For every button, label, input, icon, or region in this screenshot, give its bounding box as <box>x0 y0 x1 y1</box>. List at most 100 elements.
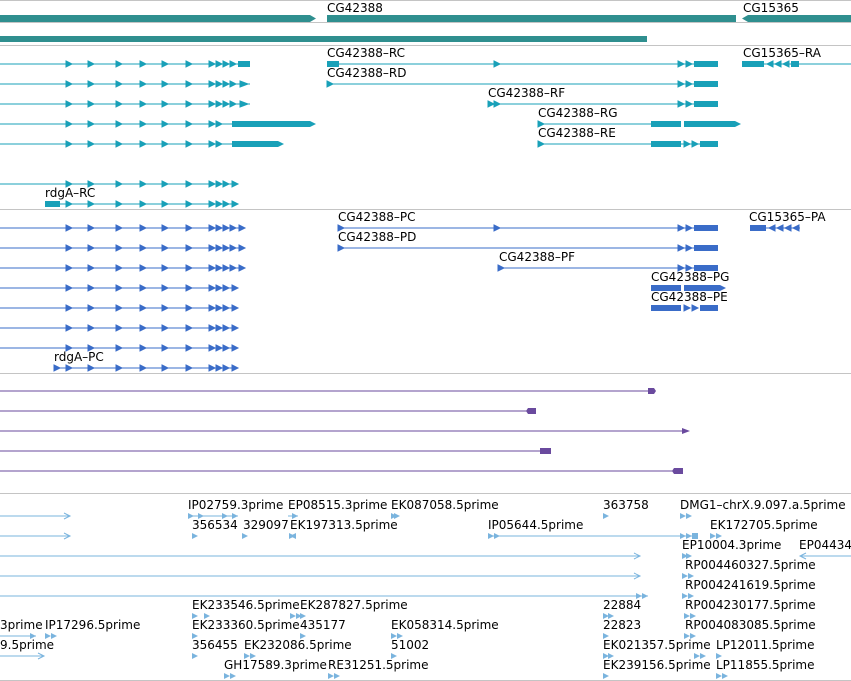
protein-feature[interactable] <box>0 244 247 252</box>
gene-label-cg15365[interactable]: CG15365 <box>743 1 799 15</box>
est-label[interactable]: DMG1–chrX.9.097.a.5prime <box>680 498 846 512</box>
est-feature[interactable] <box>682 553 692 559</box>
alignment-feature[interactable] <box>0 468 683 474</box>
est-feature[interactable] <box>710 533 722 539</box>
est-label[interactable]: RE31251.5prime <box>328 658 429 672</box>
est-feature[interactable] <box>603 513 609 519</box>
protein-feature-cg42388-pf[interactable] <box>497 264 718 272</box>
mrna-label-cg42388-rg[interactable]: CG42388–RG <box>538 106 618 120</box>
est-label[interactable]: IP17296.5prime <box>45 618 141 632</box>
est-label[interactable]: 9.5prime <box>0 638 55 652</box>
protein-label-cg42388-pd[interactable]: CG42388–PD <box>338 230 417 244</box>
protein-label-cg15365-pa[interactable]: CG15365–PA <box>749 210 826 224</box>
mrna-label-cg42388-rc[interactable]: CG42388–RC <box>327 46 405 60</box>
protein-label-cg42388-pf[interactable]: CG42388–PF <box>499 250 575 264</box>
est-feature[interactable] <box>391 513 400 519</box>
est-label[interactable]: GH17589.3prime <box>224 658 327 672</box>
gene-feature[interactable] <box>0 36 647 42</box>
protein-label-cg42388-pe[interactable]: CG42388–PE <box>651 290 728 304</box>
protein-feature-cg42388-pe[interactable] <box>651 304 718 312</box>
est-label[interactable]: 22823 <box>603 618 642 632</box>
est-label[interactable]: 356455 <box>192 638 238 652</box>
mrna-label-rdga-rc[interactable]: rdgA–RC <box>45 186 96 200</box>
protein-label-cg42388-pc[interactable]: CG42388–PC <box>338 210 416 224</box>
est-label[interactable]: EK172705.5prime <box>710 518 818 532</box>
est-feature[interactable] <box>0 633 36 639</box>
est-label[interactable]: EK287827.5prime <box>300 598 408 612</box>
est-feature[interactable] <box>288 513 298 519</box>
alignment-feature[interactable] <box>0 408 536 414</box>
est-label[interactable]: EP10004.3prime <box>682 538 782 552</box>
mrna-feature-cg42388-rc[interactable] <box>327 60 718 68</box>
est-label[interactable]: LP11855.5prime <box>716 658 815 672</box>
mrna-feature-cg42388-rf[interactable] <box>487 100 718 108</box>
est-label[interactable]: 3prime <box>0 618 43 632</box>
protein-feature-cg42388-pd[interactable] <box>337 244 718 252</box>
est-label[interactable]: RP004083085.5prime <box>685 618 816 632</box>
est-label[interactable]: 22884 <box>603 598 642 612</box>
protein-feature[interactable] <box>0 284 240 292</box>
mrna-feature[interactable] <box>0 120 316 128</box>
alignment-feature[interactable] <box>0 388 656 394</box>
est-label[interactable]: IP02759.3prime <box>188 498 284 512</box>
mrna-feature[interactable] <box>0 180 240 188</box>
est-label[interactable]: EK087058.5prime <box>391 498 499 512</box>
protein-feature[interactable] <box>0 224 247 232</box>
mrna-label-cg15365-ra[interactable]: CG15365–RA <box>743 46 821 60</box>
est-feature[interactable] <box>192 653 722 659</box>
mrna-feature[interactable] <box>0 80 250 88</box>
est-feature[interactable] <box>45 633 696 639</box>
protein-label-rdga-pc[interactable]: rdgA–PC <box>54 350 104 364</box>
est-label[interactable]: LP12011.5prime <box>716 638 815 652</box>
mrna-label-cg42388-rf[interactable]: CG42388–RF <box>488 86 566 100</box>
est-feature[interactable] <box>0 512 72 520</box>
protein-feature[interactable] <box>0 264 247 272</box>
est-feature[interactable] <box>798 552 851 560</box>
est-feature[interactable] <box>0 652 46 660</box>
est-feature[interactable] <box>0 552 642 560</box>
protein-label-cg42388-pg[interactable]: CG42388–PG <box>651 270 730 284</box>
est-label[interactable]: EK021357.5prime <box>603 638 711 652</box>
est-label[interactable]: EK232086.5prime <box>244 638 352 652</box>
est-label[interactable]: EP08515.3prime <box>288 498 388 512</box>
est-label[interactable]: EK233360.5prime <box>192 618 300 632</box>
est-feature[interactable] <box>192 613 306 619</box>
est-label[interactable]: EP04434 <box>799 538 851 552</box>
gene-feature-cg42388[interactable] <box>327 15 736 22</box>
mrna-feature-cg15365-ra[interactable] <box>742 60 851 68</box>
protein-feature[interactable] <box>0 304 240 312</box>
est-feature[interactable] <box>188 513 238 519</box>
mrna-feature-cg42388-rd[interactable] <box>326 80 718 88</box>
est-label[interactable]: 51002 <box>391 638 430 652</box>
protein-feature[interactable] <box>0 324 240 332</box>
est-feature[interactable] <box>192 533 296 539</box>
mrna-feature[interactable] <box>0 100 250 108</box>
est-label[interactable]: 363758 <box>603 498 649 512</box>
mrna-feature[interactable] <box>0 140 284 148</box>
gene-feature-cg15365[interactable] <box>742 15 851 22</box>
est-feature[interactable] <box>0 532 72 540</box>
alignment-feature[interactable] <box>0 428 690 434</box>
gene-feature[interactable] <box>0 15 316 22</box>
mrna-feature-cg42388-rg[interactable] <box>537 120 741 128</box>
mrna-feature-rdga-rc[interactable] <box>45 200 240 208</box>
mrna-feature[interactable] <box>0 60 250 68</box>
est-label[interactable]: 435177 <box>300 618 346 632</box>
protein-feature-cg15365-pa[interactable] <box>750 224 800 232</box>
est-label[interactable]: RP004460327.5prime <box>685 558 816 572</box>
est-label[interactable]: EK239156.5prime <box>603 658 711 672</box>
est-label[interactable]: IP05644.5prime <box>488 518 584 532</box>
est-feature[interactable] <box>0 572 642 580</box>
est-feature[interactable] <box>0 593 648 599</box>
mrna-feature-cg42388-re[interactable] <box>537 140 718 148</box>
est-feature[interactable] <box>488 533 698 539</box>
alignment-feature[interactable] <box>0 448 551 454</box>
est-feature[interactable] <box>682 593 694 599</box>
gene-label-cg42388[interactable]: CG42388 <box>327 1 383 15</box>
est-label[interactable]: EK197313.5prime <box>290 518 398 532</box>
est-feature[interactable] <box>682 573 694 579</box>
mrna-label-cg42388-rd[interactable]: CG42388–RD <box>327 66 407 80</box>
est-label[interactable]: EK058314.5prime <box>391 618 499 632</box>
est-label[interactable]: EK233546.5prime <box>192 598 300 612</box>
protein-feature-rdga-pc[interactable] <box>53 364 240 372</box>
